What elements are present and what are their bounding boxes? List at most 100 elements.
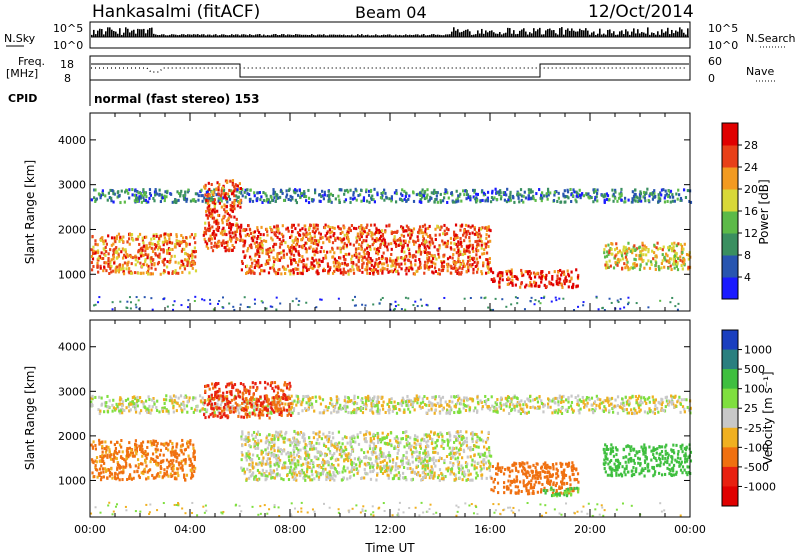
data-cell [104,239,107,243]
data-cell [616,199,619,203]
data-cell [423,271,426,275]
data-cell [99,478,103,482]
data-cell [487,225,490,229]
data-cell [208,237,212,241]
nsky-bar [623,34,625,37]
data-cell [647,410,651,414]
data-cell [315,239,318,243]
data-cell [297,223,300,227]
data-cell [278,251,281,255]
data-cell [610,247,613,251]
data-cell [360,398,363,402]
data-cell [445,226,448,230]
data-cell [155,408,159,412]
data-cell [476,395,479,399]
data-cell [144,449,147,453]
data-cell [522,200,525,204]
data-cell [484,402,487,406]
data-cell [630,408,633,412]
data-cell [417,266,420,270]
data-cell [420,231,423,235]
data-cell [171,465,174,469]
data-cell [245,264,249,268]
nsky-bar [667,27,669,37]
data-cell [102,247,105,251]
data-cell [217,410,220,414]
power-data [90,179,693,312]
data-cell [178,453,181,457]
data-cell [511,275,514,279]
noise-cell [540,296,543,299]
data-cell [509,196,512,200]
data-cell [466,397,470,401]
data-cell [225,404,228,408]
data-cell [364,268,367,272]
data-cell [591,410,595,414]
nsky-bar [597,33,599,37]
data-cell [462,262,466,266]
data-cell [153,263,156,267]
data-cell [226,240,229,244]
data-cell [390,397,393,401]
data-cell [180,189,183,193]
data-cell [504,191,507,195]
data-cell [98,441,101,445]
data-cell [222,188,226,192]
data-cell [572,282,575,286]
data-cell [182,452,185,456]
data-cell [432,192,435,196]
data-cell [166,239,169,243]
data-cell [433,188,436,192]
data-cell [153,243,157,247]
data-cell [225,209,228,213]
data-cell [281,235,285,239]
data-cell [340,238,343,242]
data-cell [434,197,437,201]
nsky-bar [161,34,163,37]
nsky-bar [311,34,313,37]
data-cell [224,246,227,250]
data-cell [152,196,155,200]
data-cell [500,396,503,400]
data-cell [120,439,123,443]
data-cell [170,254,173,258]
data-cell [206,216,210,220]
nsky-bar [123,32,125,37]
data-cell [270,236,273,240]
nsky-bar [307,34,309,37]
nsky-bar [177,35,179,37]
nsky-bar [301,34,303,37]
data-cell [121,456,124,460]
data-cell [620,267,624,271]
data-cell [174,395,177,399]
data-cell [259,247,262,251]
data-cell [297,250,300,254]
nsky-bar [383,34,385,37]
noise-cell [627,301,630,304]
data-cell [563,272,566,276]
data-cell [98,412,101,416]
data-cell [655,246,658,250]
data-cell [583,405,586,409]
data-cell [407,247,410,251]
colorbar-swatch [722,189,738,212]
data-cell [637,406,641,410]
data-cell [377,228,381,232]
data-cell [342,246,345,250]
data-cell [608,198,611,202]
data-cell [134,263,137,267]
data-cell [560,411,564,415]
data-cell [262,199,265,203]
velocity-data [90,380,693,518]
data-cell [305,408,308,412]
data-cell [423,197,427,201]
data-cell [104,253,107,257]
colorbar-swatch [722,123,738,146]
data-cell [407,269,410,273]
data-cell [679,410,682,414]
nsky-bar [429,34,431,37]
data-cell [527,197,530,201]
nsky-bar [527,34,529,37]
data-cell [94,395,97,399]
data-cell [268,410,271,414]
